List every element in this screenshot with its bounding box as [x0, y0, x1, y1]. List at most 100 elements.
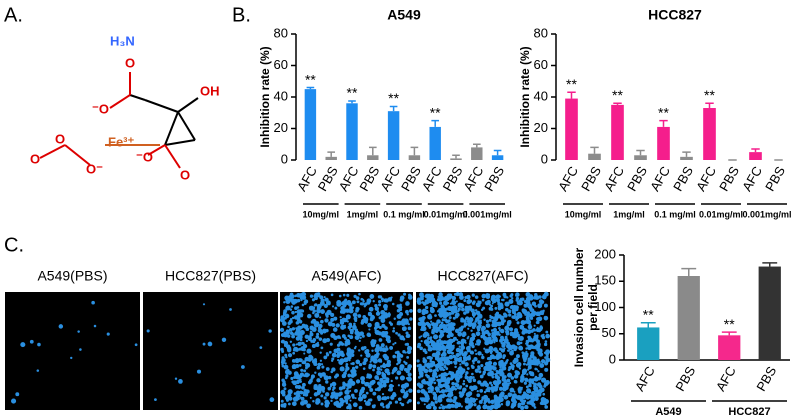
cell — [369, 387, 374, 392]
cell — [408, 293, 411, 297]
y-tick-label: 0 — [541, 151, 548, 166]
cell — [490, 399, 495, 405]
cell — [512, 393, 517, 398]
cell — [509, 362, 513, 366]
cell — [396, 320, 402, 326]
cell — [428, 369, 432, 373]
cell — [450, 351, 454, 355]
cell — [439, 295, 444, 301]
cell — [496, 370, 501, 375]
cell — [360, 380, 366, 385]
cell — [378, 299, 382, 304]
cell — [492, 322, 498, 328]
cell — [527, 361, 531, 365]
cell — [286, 346, 292, 351]
cell — [405, 331, 409, 335]
error-bar — [751, 148, 760, 153]
x-tick-label: PBS — [624, 163, 650, 193]
cell — [438, 383, 444, 389]
cell — [406, 349, 412, 355]
cell — [348, 308, 354, 314]
cell — [347, 341, 351, 344]
cell — [418, 383, 424, 389]
cell — [368, 306, 374, 312]
cell — [370, 357, 375, 362]
cell — [536, 326, 539, 329]
cell — [498, 326, 501, 330]
cell — [343, 326, 347, 329]
cell — [287, 370, 292, 375]
cell — [283, 344, 287, 347]
bar — [611, 104, 624, 160]
cell — [330, 332, 336, 338]
cell — [202, 303, 206, 306]
cell — [174, 377, 178, 380]
error-bar — [306, 86, 315, 90]
cell — [360, 297, 364, 301]
cell — [363, 357, 368, 363]
cell — [323, 375, 329, 381]
cell — [320, 319, 324, 324]
cell — [406, 355, 410, 359]
cell — [511, 367, 515, 371]
cell — [391, 384, 395, 388]
cell — [537, 390, 542, 395]
cell — [436, 319, 441, 324]
cell — [291, 401, 297, 407]
cell — [546, 361, 549, 364]
cell — [404, 386, 407, 389]
cell — [469, 307, 473, 311]
cell — [458, 345, 461, 348]
cell — [399, 366, 404, 371]
cell — [436, 297, 441, 302]
cell — [313, 322, 319, 328]
cell — [476, 393, 481, 398]
x-tick-label: AFC — [377, 164, 403, 194]
cell — [468, 354, 471, 358]
cell — [401, 326, 407, 331]
bond — [109, 94, 131, 109]
cell — [279, 317, 285, 323]
cell — [539, 327, 543, 331]
bond — [147, 144, 166, 156]
cell — [332, 327, 338, 332]
cell — [461, 339, 465, 344]
cell — [329, 385, 332, 388]
cell — [371, 349, 374, 352]
cell — [526, 319, 532, 325]
cell — [402, 337, 406, 341]
cell — [337, 358, 340, 362]
cell — [294, 372, 300, 378]
cell — [297, 325, 302, 330]
cell — [319, 359, 323, 362]
cell — [314, 292, 319, 298]
cell — [317, 362, 322, 367]
cell — [520, 297, 525, 301]
cell — [417, 308, 422, 313]
cell — [529, 316, 534, 320]
cell — [396, 350, 400, 355]
cell — [480, 363, 484, 368]
cell — [385, 363, 389, 367]
y-tick-label: 0 — [609, 351, 616, 366]
oxygen-label: O — [125, 55, 135, 70]
cell — [336, 394, 339, 397]
cell — [316, 378, 321, 383]
significance: ** — [643, 306, 654, 322]
y-tick-label: 80 — [534, 25, 548, 40]
x-tick-label: AFC — [419, 164, 445, 194]
group-label: 0.1 mg/ml — [383, 209, 425, 219]
cell — [360, 376, 366, 381]
group-label: 0.001mg/ml — [742, 209, 791, 219]
cell — [433, 381, 437, 385]
cell — [491, 375, 495, 379]
cell — [518, 367, 522, 370]
cell — [319, 301, 325, 306]
cell — [343, 302, 347, 307]
cell — [330, 293, 334, 297]
cell — [362, 300, 365, 303]
cell — [340, 362, 343, 365]
cell — [345, 308, 350, 313]
cell — [382, 375, 387, 380]
